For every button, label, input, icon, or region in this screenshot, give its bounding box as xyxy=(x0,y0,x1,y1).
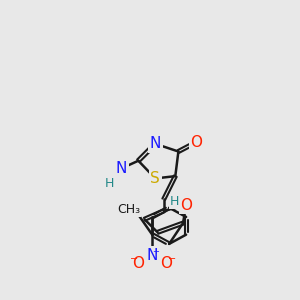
Text: −: − xyxy=(130,254,138,264)
Text: H: H xyxy=(105,177,115,190)
Text: O: O xyxy=(190,135,202,150)
Text: CH₃: CH₃ xyxy=(117,203,140,216)
Text: N: N xyxy=(146,248,158,263)
Text: O: O xyxy=(160,256,172,271)
Text: N: N xyxy=(116,161,127,176)
Text: O: O xyxy=(180,198,192,213)
Text: +: + xyxy=(153,247,160,256)
Text: H: H xyxy=(170,195,179,208)
Text: O: O xyxy=(132,256,144,271)
Text: −: − xyxy=(168,254,176,264)
Text: S: S xyxy=(150,171,160,186)
Text: N: N xyxy=(150,136,161,151)
